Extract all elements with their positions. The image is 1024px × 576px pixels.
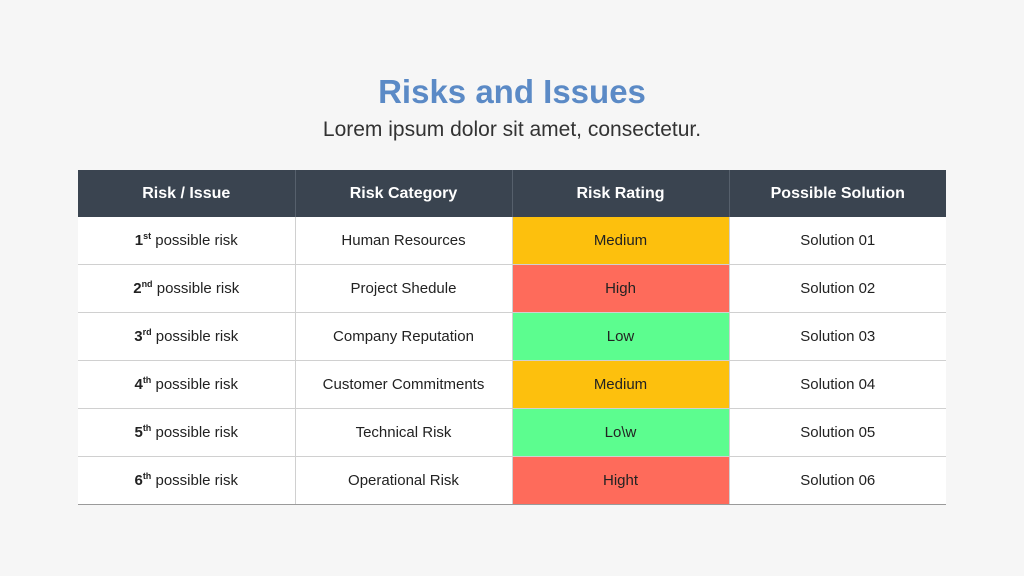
risk-ordinal-suffix: th bbox=[142, 423, 152, 433]
risk-number: 4 bbox=[134, 376, 143, 393]
table-row: 1st possible risk Human Resources Medium… bbox=[78, 217, 946, 265]
risk-category-cell: Project Shedule bbox=[295, 264, 513, 313]
risk-rating-cell: Medium bbox=[512, 360, 730, 409]
risk-label: possible risk bbox=[151, 424, 239, 441]
solution-cell: Solution 05 bbox=[729, 408, 946, 457]
risk-rating-cell: Lo\w bbox=[512, 408, 730, 457]
column-header-risk-rating: Risk Rating bbox=[512, 170, 730, 217]
risk-ordinal-suffix: rd bbox=[142, 327, 152, 337]
risk-category-cell: Human Resources bbox=[295, 217, 513, 265]
risk-table: Risk / Issue Risk Category Risk Rating P… bbox=[78, 170, 946, 505]
table-row: 3rd possible risk Company Reputation Low… bbox=[78, 312, 946, 361]
solution-cell: Solution 01 bbox=[729, 217, 946, 265]
table-header-row: Risk / Issue Risk Category Risk Rating P… bbox=[78, 170, 946, 217]
risk-number: 5 bbox=[134, 424, 143, 441]
risk-ordinal-suffix: th bbox=[142, 471, 152, 481]
solution-cell: Solution 04 bbox=[729, 360, 946, 409]
risk-rating-cell: Medium bbox=[512, 217, 730, 265]
risk-rating-cell: High bbox=[512, 264, 730, 313]
solution-cell: Solution 06 bbox=[729, 456, 946, 505]
risk-number: 2 bbox=[133, 280, 142, 297]
table-row: 6th possible risk Operational Risk Hight… bbox=[78, 456, 946, 505]
risk-category-cell: Operational Risk bbox=[295, 456, 513, 505]
page-title: Risks and Issues bbox=[378, 73, 646, 110]
solution-cell: Solution 02 bbox=[729, 264, 946, 313]
table-body: 1st possible risk Human Resources Medium… bbox=[78, 217, 946, 505]
risk-ordinal: 3rd bbox=[134, 327, 152, 346]
risk-ordinal: 6th bbox=[134, 471, 152, 490]
risk-ordinal: 2nd bbox=[133, 279, 153, 298]
risk-label: possible risk bbox=[151, 376, 239, 393]
risk-label: possible risk bbox=[151, 232, 238, 249]
risk-number: 3 bbox=[134, 328, 143, 345]
risk-issue-cell: 2nd possible risk bbox=[78, 264, 296, 313]
column-header-risk-issue: Risk / Issue bbox=[78, 170, 296, 217]
risk-category-cell: Customer Commitments bbox=[295, 360, 513, 409]
risk-issue-cell: 1st possible risk bbox=[78, 217, 296, 265]
risk-rating-cell: Low bbox=[512, 312, 730, 361]
table-row: 5th possible risk Technical Risk Lo\w So… bbox=[78, 408, 946, 457]
risk-label: possible risk bbox=[151, 472, 239, 489]
page-subtitle: Lorem ipsum dolor sit amet, consectetur. bbox=[322, 118, 702, 141]
column-header-possible-solution: Possible Solution bbox=[729, 170, 946, 217]
table-row: 2nd possible risk Project Shedule High S… bbox=[78, 264, 946, 313]
risk-category-cell: Technical Risk bbox=[295, 408, 513, 457]
risk-issue-cell: 5th possible risk bbox=[78, 408, 296, 457]
risk-label: possible risk bbox=[151, 328, 239, 345]
risk-ordinal: 5th bbox=[134, 423, 152, 442]
column-header-risk-category: Risk Category bbox=[295, 170, 513, 217]
risk-category-cell: Company Reputation bbox=[295, 312, 513, 361]
risk-number: 6 bbox=[134, 472, 143, 489]
risk-rating-cell: Hight bbox=[512, 456, 730, 505]
table-row: 4th possible risk Customer Commitments M… bbox=[78, 360, 946, 409]
risk-ordinal: 4th bbox=[134, 375, 152, 394]
risk-label: possible risk bbox=[152, 280, 240, 297]
risk-ordinal-suffix: st bbox=[143, 231, 152, 241]
risk-ordinal-suffix: nd bbox=[141, 279, 153, 289]
risk-number: 1 bbox=[134, 232, 144, 249]
risk-issue-cell: 3rd possible risk bbox=[78, 312, 296, 361]
risk-issue-cell: 4th possible risk bbox=[78, 360, 296, 409]
risk-ordinal-suffix: th bbox=[142, 375, 152, 385]
risk-issue-cell: 6th possible risk bbox=[78, 456, 296, 505]
solution-cell: Solution 03 bbox=[729, 312, 946, 361]
risk-ordinal: 1st bbox=[134, 231, 152, 250]
